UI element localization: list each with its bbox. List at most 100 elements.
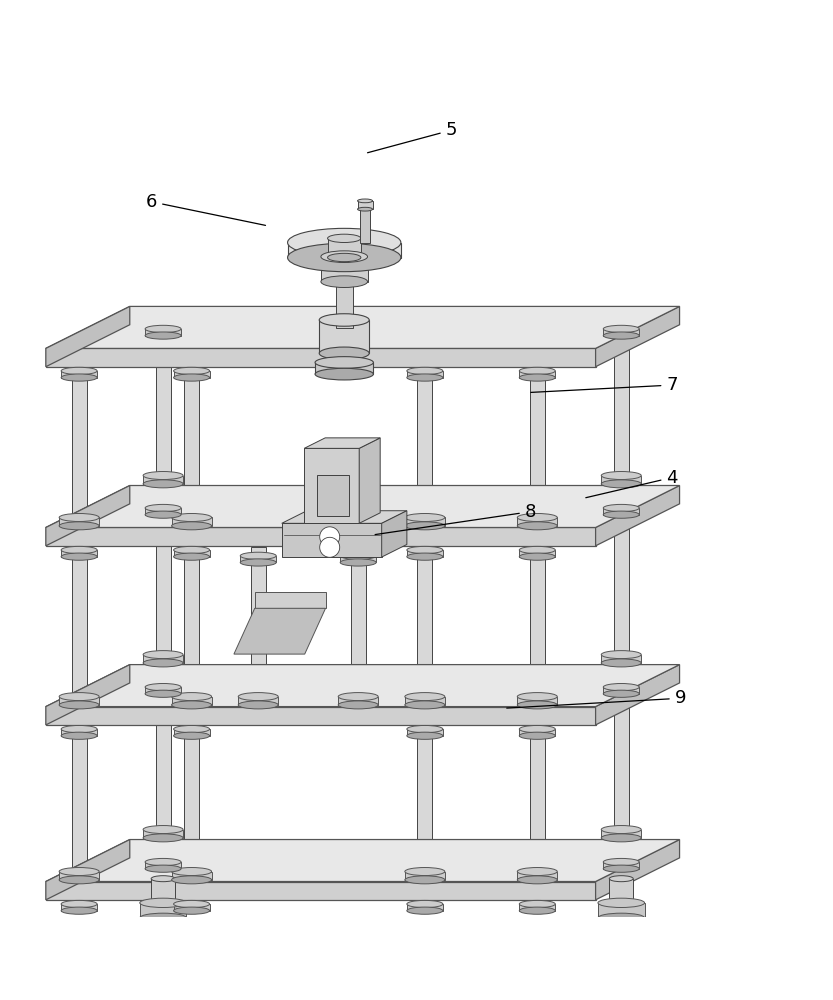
- Ellipse shape: [238, 693, 278, 701]
- Ellipse shape: [61, 907, 97, 914]
- Ellipse shape: [598, 898, 645, 908]
- Ellipse shape: [59, 522, 99, 530]
- Text: 7: 7: [531, 376, 678, 394]
- Ellipse shape: [402, 955, 448, 964]
- Ellipse shape: [405, 513, 445, 521]
- Bar: [156, 326, 171, 484]
- Bar: [598, 903, 645, 918]
- Text: 5: 5: [367, 121, 457, 153]
- Ellipse shape: [240, 552, 277, 559]
- Bar: [135, 927, 192, 933]
- Bar: [163, 969, 220, 975]
- Ellipse shape: [413, 918, 436, 924]
- Bar: [321, 257, 367, 282]
- Ellipse shape: [173, 546, 210, 554]
- Ellipse shape: [405, 876, 445, 884]
- Ellipse shape: [319, 314, 369, 326]
- Bar: [405, 697, 445, 705]
- Bar: [172, 872, 212, 880]
- Bar: [173, 729, 210, 736]
- Ellipse shape: [172, 693, 212, 701]
- Ellipse shape: [61, 725, 97, 733]
- Ellipse shape: [145, 511, 181, 518]
- Ellipse shape: [168, 955, 215, 964]
- Ellipse shape: [517, 876, 557, 884]
- Bar: [143, 655, 183, 663]
- Ellipse shape: [180, 918, 203, 924]
- Ellipse shape: [163, 969, 220, 980]
- Ellipse shape: [67, 918, 91, 924]
- Bar: [614, 326, 629, 484]
- Ellipse shape: [67, 943, 91, 949]
- Bar: [156, 505, 171, 663]
- Ellipse shape: [151, 876, 175, 882]
- Bar: [61, 550, 97, 557]
- Bar: [360, 208, 370, 243]
- Polygon shape: [46, 665, 130, 725]
- Ellipse shape: [59, 876, 99, 884]
- Ellipse shape: [327, 234, 361, 243]
- Bar: [72, 368, 87, 526]
- Bar: [603, 862, 639, 869]
- Bar: [140, 903, 187, 918]
- Text: 8: 8: [375, 503, 536, 535]
- Bar: [357, 201, 372, 209]
- Ellipse shape: [140, 913, 187, 922]
- Polygon shape: [46, 707, 596, 725]
- Ellipse shape: [240, 559, 277, 566]
- Bar: [530, 547, 545, 705]
- Bar: [336, 258, 352, 328]
- Ellipse shape: [519, 900, 556, 908]
- Polygon shape: [46, 306, 130, 367]
- Ellipse shape: [603, 690, 639, 697]
- Ellipse shape: [172, 876, 212, 884]
- Ellipse shape: [593, 921, 650, 933]
- Ellipse shape: [519, 546, 556, 554]
- Ellipse shape: [519, 907, 556, 914]
- Ellipse shape: [173, 732, 210, 739]
- Bar: [240, 556, 277, 562]
- Ellipse shape: [601, 651, 641, 659]
- Ellipse shape: [603, 511, 639, 518]
- Bar: [517, 697, 557, 705]
- Polygon shape: [46, 665, 680, 707]
- Ellipse shape: [172, 868, 212, 876]
- Ellipse shape: [173, 900, 210, 908]
- Ellipse shape: [519, 367, 556, 374]
- Ellipse shape: [407, 553, 443, 560]
- Ellipse shape: [172, 513, 212, 521]
- Bar: [56, 945, 102, 960]
- Bar: [407, 371, 443, 378]
- Polygon shape: [234, 608, 326, 654]
- Ellipse shape: [143, 659, 183, 667]
- Ellipse shape: [59, 513, 99, 521]
- Ellipse shape: [238, 701, 278, 709]
- Ellipse shape: [168, 940, 215, 949]
- Bar: [614, 685, 629, 838]
- Bar: [145, 508, 181, 515]
- Ellipse shape: [598, 913, 645, 922]
- Ellipse shape: [603, 858, 639, 866]
- Bar: [61, 904, 97, 911]
- Ellipse shape: [405, 522, 445, 530]
- Polygon shape: [282, 511, 407, 523]
- Ellipse shape: [145, 504, 181, 512]
- Ellipse shape: [407, 546, 443, 554]
- Bar: [601, 476, 641, 484]
- Bar: [530, 727, 545, 880]
- Bar: [172, 697, 212, 705]
- Bar: [530, 368, 545, 526]
- Bar: [609, 879, 633, 904]
- Ellipse shape: [338, 701, 378, 709]
- Ellipse shape: [519, 732, 556, 739]
- Ellipse shape: [315, 357, 373, 368]
- Bar: [526, 921, 549, 946]
- Ellipse shape: [519, 553, 556, 560]
- Ellipse shape: [173, 374, 210, 381]
- Bar: [145, 862, 181, 869]
- Ellipse shape: [357, 199, 372, 203]
- Bar: [601, 830, 641, 838]
- Ellipse shape: [519, 374, 556, 381]
- Bar: [59, 517, 99, 526]
- Ellipse shape: [151, 901, 175, 907]
